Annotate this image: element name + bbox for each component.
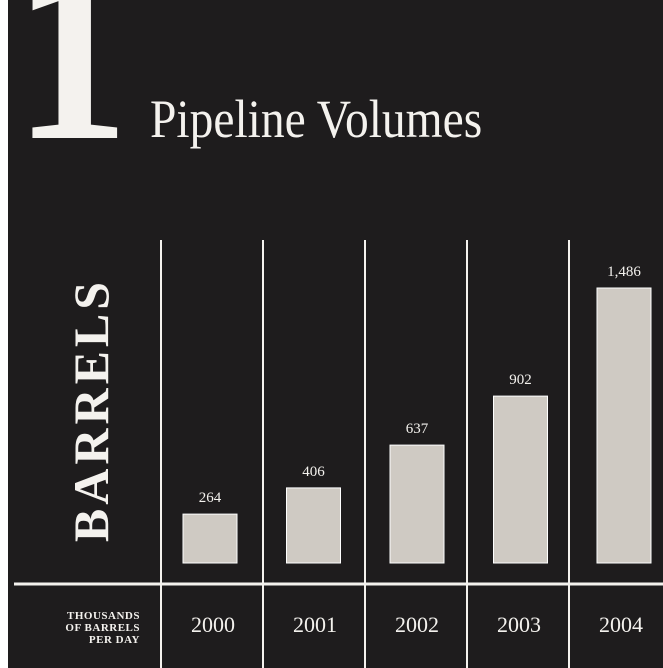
category-label: 2001 [293, 612, 337, 637]
units-label-line: THOUSANDS [67, 610, 140, 622]
value-label: 902 [509, 372, 532, 388]
category-label: 2002 [395, 612, 439, 637]
bar-2004 [596, 287, 652, 564]
column-dividers [14, 240, 663, 668]
bars-group [182, 287, 652, 564]
category-label: 2003 [497, 612, 541, 637]
value-labels-group: 264 406 637 902 1,486 [199, 264, 642, 506]
value-label: 1,486 [607, 264, 641, 280]
bar-2002 [389, 444, 445, 564]
bar-2003 [493, 395, 548, 564]
category-labels-group: 2000 2001 2002 2003 2004 [191, 612, 643, 637]
units-label: THOUSANDS OF BARRELS PER DAY [16, 610, 140, 646]
category-label: 2004 [599, 612, 643, 637]
value-label: 264 [199, 490, 222, 506]
value-label: 406 [302, 464, 325, 480]
bar-2000 [182, 513, 238, 564]
chart-title: Pipeline Volumes [150, 89, 483, 149]
chapter-numeral: 1 [14, 0, 129, 193]
category-label: 2000 [191, 612, 235, 637]
y-axis-label: BARRELS [63, 278, 119, 542]
units-label-line: OF BARRELS [65, 622, 140, 634]
value-label: 637 [406, 421, 429, 437]
units-label-line: PER DAY [88, 634, 140, 646]
bar-2001 [286, 487, 341, 564]
